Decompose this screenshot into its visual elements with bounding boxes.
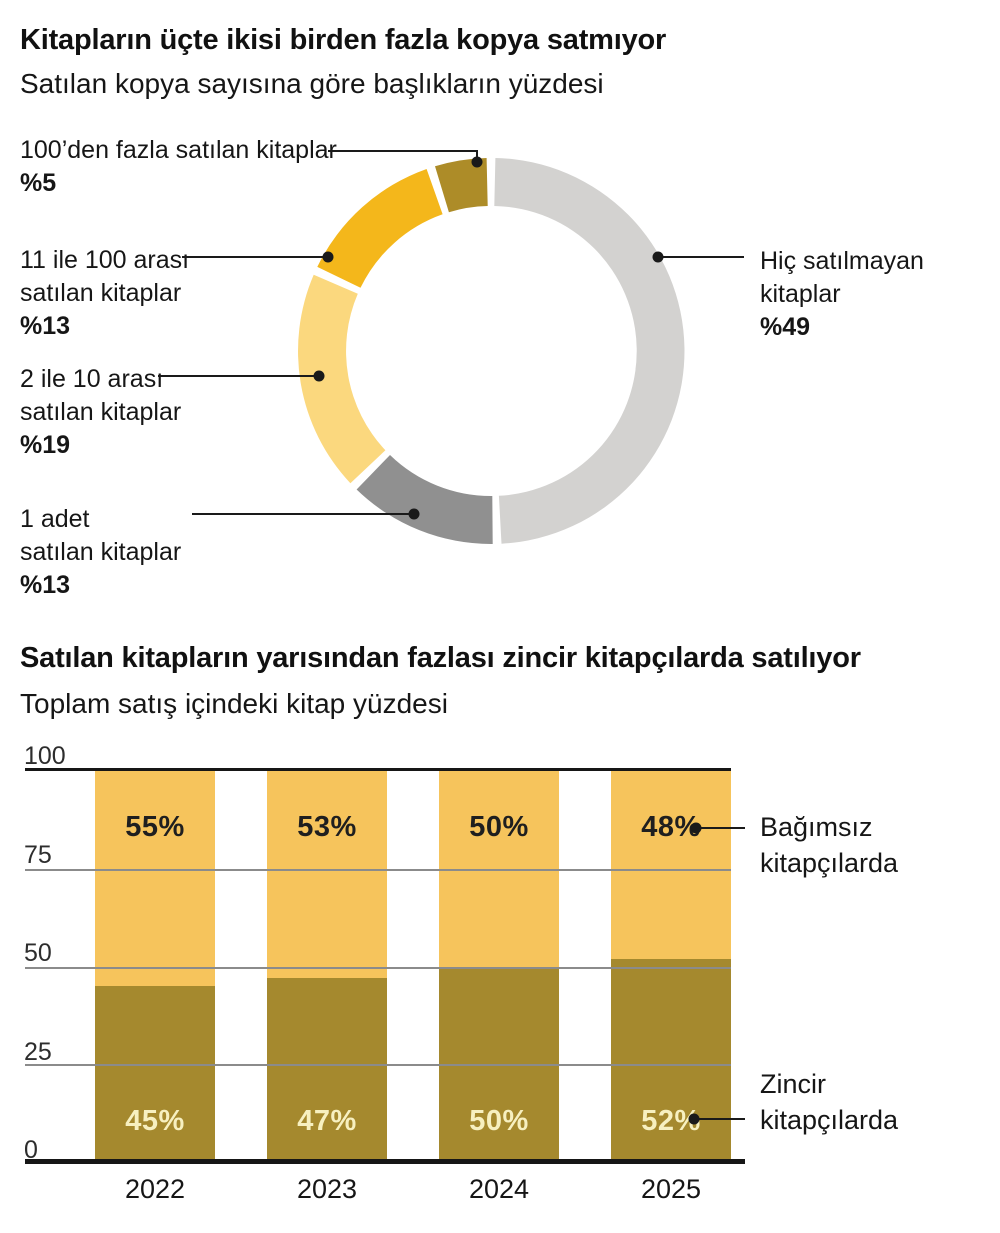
legend-independent: Bağımsız kitapçılarda — [760, 809, 898, 881]
bar-chart-subtitle: Toplam satış içindeki kitap yüzdesi — [20, 688, 448, 719]
donut-label-unsold: Hiç satılmayan kitaplar %49 — [760, 245, 924, 344]
donut-label-text: 2 ile 10 arası — [20, 365, 164, 393]
gridline-50 — [25, 966, 731, 969]
donut-chart-title: Kitapların üçte ikisi birden fazla kopya… — [20, 24, 667, 56]
gridline-25 — [25, 1064, 731, 1067]
bar-value-chain-2025: 52% — [641, 1104, 701, 1137]
bar-value-chain-2024: 50% — [469, 1105, 529, 1137]
bar-chart-plot-area: 55% 45% 53% 47% 50% 50% 48% 52% — [25, 768, 731, 1162]
donut-label-100plus: 100’den fazla satılan kitaplar %5 — [20, 134, 337, 200]
x-tick-2024: 2024 — [468, 1174, 530, 1204]
bar-2025: 48% 52% — [611, 771, 731, 1162]
donut-chart-subtitle: Satılan kopya sayısına göre başlıkların … — [20, 68, 604, 99]
donut-label-text: 100’den fazla satılan kitaplar — [20, 136, 337, 164]
donut-segment-1-adet — [356, 455, 493, 545]
leader-dot-100plus — [471, 156, 483, 168]
donut-label-value: %13 — [20, 571, 71, 599]
bar-segment-independent-2023: 53% — [267, 771, 387, 979]
donut-label-text: 11 ile 100 arası — [20, 246, 190, 274]
bar-value-chain-2022: 45% — [125, 1104, 185, 1137]
y-tick-50: 50 — [24, 939, 52, 967]
x-tick-2025: 2025 — [640, 1174, 702, 1204]
donut-label-text: kitaplar — [760, 280, 841, 308]
leader-dot-unsold — [652, 251, 664, 263]
bar-value-independent-2025: 48% — [641, 811, 701, 843]
leader-dot-1-adet — [408, 508, 420, 520]
y-tick-75: 75 — [24, 840, 52, 869]
legend-text: kitapçılarda — [760, 848, 899, 878]
donut-label-value: %49 — [760, 313, 811, 341]
bar-segment-chain-2022: 45% — [95, 986, 215, 1162]
bar-2022: 55% 45% — [95, 771, 215, 1162]
donut-label-value: %5 — [20, 169, 57, 197]
legend-chain: Zincir kitapçılarda — [760, 1066, 898, 1138]
donut-label-text: Hiç satılmayan — [760, 247, 924, 275]
x-tick-2022: 2022 — [124, 1174, 186, 1204]
bar-value-independent-2022: 55% — [125, 811, 185, 843]
bar-value-chain-2023: 47% — [297, 1104, 357, 1137]
donut-label-2-10: 2 ile 10 arası satılan kitaplar %19 — [20, 363, 181, 462]
x-axis-line — [25, 1159, 745, 1164]
y-tick-25: 25 — [24, 1037, 52, 1066]
leader-dot-11-100 — [322, 251, 334, 263]
donut-label-11-100: 11 ile 100 arası satılan kitaplar %13 — [20, 244, 189, 343]
donut-label-text: satılan kitaplar — [20, 398, 182, 426]
donut-segment-100-fazla — [435, 158, 488, 213]
bar-segment-chain-2023: 47% — [267, 978, 387, 1162]
bar-segment-independent-2022: 55% — [95, 771, 215, 987]
donut-label-text: satılan kitaplar — [20, 279, 182, 307]
leader-line-100plus — [328, 150, 478, 158]
bar-segment-chain-2025: 52% — [611, 958, 731, 1162]
donut-label-text: 1 adet — [20, 505, 90, 533]
legend-text: Zincir — [760, 1069, 826, 1099]
bar-chart-title: Satılan kitapların yarısından fazlası zi… — [20, 642, 861, 674]
donut-segment-2-10-arasi — [298, 274, 386, 484]
y-tick-0: 0 — [24, 1136, 38, 1164]
legend-text: Bağımsız — [760, 812, 873, 842]
gridline-75 — [25, 868, 731, 871]
donut-segment-hic-satilmayan — [494, 158, 685, 544]
bar-value-independent-2023: 53% — [297, 811, 357, 843]
leader-dot-2-10 — [313, 370, 325, 382]
bar-2023: 53% 47% — [267, 771, 387, 1162]
donut-label-1-adet: 1 adet satılan kitaplar %13 — [20, 503, 181, 602]
donut-label-value: %13 — [20, 312, 71, 340]
y-tick-100: 100 — [24, 742, 66, 770]
donut-label-text: satılan kitaplar — [20, 538, 182, 566]
bar-value-independent-2024: 50% — [469, 811, 529, 843]
x-tick-2023: 2023 — [296, 1174, 358, 1204]
donut-label-value: %19 — [20, 431, 71, 459]
legend-text: kitapçılarda — [760, 1105, 899, 1135]
bar-segment-independent-2025: 48% — [611, 771, 731, 959]
